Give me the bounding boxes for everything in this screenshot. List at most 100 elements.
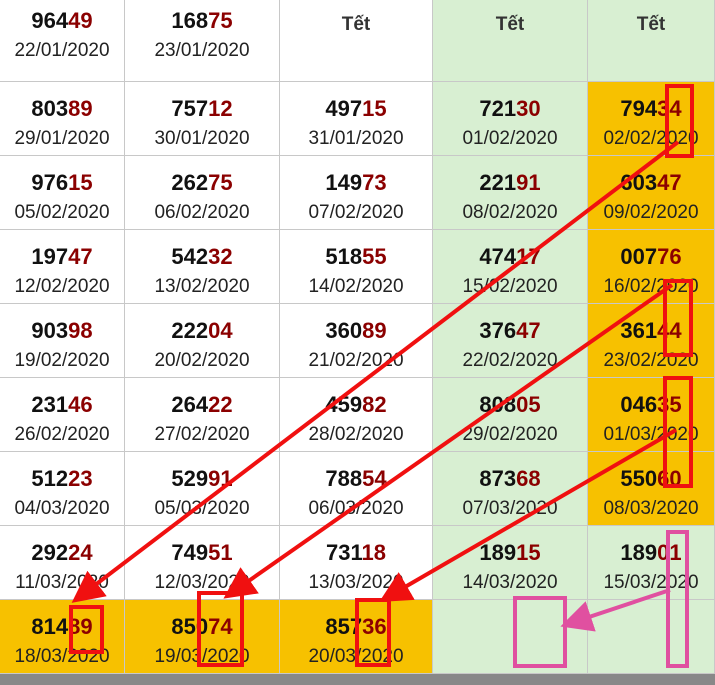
cell: 55060 08/03/2020 [588,452,715,526]
number-tail: 34 [657,96,682,121]
holiday-label: Tết [636,14,666,35]
number-head: 529 [171,466,209,491]
number-head: 168 [171,8,209,33]
number-tail: 46 [68,392,93,417]
result-number: 74951 [125,540,279,566]
number-tail: 75 [208,8,233,33]
result-number: 90398 [0,318,124,344]
result-date: 08/02/2020 [462,202,558,223]
number-tail: 30 [516,96,541,121]
result-number: 14973 [280,170,432,196]
cell: 00776 16/02/2020 [588,230,715,304]
result-number: 75712 [125,96,279,122]
cell: 78854 06/03/2020 [280,452,433,526]
number-head: 292 [31,540,69,565]
result-date: 31/01/2020 [308,128,404,149]
number-head: 803 [31,96,69,121]
number-head: 376 [479,318,517,343]
result-number: 51855 [280,244,432,270]
number-head: 814 [31,614,69,639]
result-number: 79434 [588,96,714,122]
result-date: 28/02/2020 [308,424,404,445]
number-head: 873 [479,466,517,491]
number-head: 189 [479,540,517,565]
result-number: 51223 [0,466,124,492]
result-date: 22/01/2020 [14,40,110,61]
number-head: 518 [325,244,363,269]
number-head: 550 [620,466,658,491]
number-head: 497 [325,96,363,121]
result-number: 72130 [433,96,587,122]
result-date: 19/02/2020 [14,350,110,371]
cell: 80389 29/01/2020 [0,82,125,156]
result-date: 15/02/2020 [462,276,558,297]
number-head: 361 [620,318,658,343]
number-tail: 55 [362,244,387,269]
number-tail: 04 [208,318,233,343]
cell: 51223 04/03/2020 [0,452,125,526]
result-date: 20/02/2020 [154,350,250,371]
result-date: 14/02/2020 [308,276,404,297]
result-date: 08/03/2020 [603,498,699,519]
pink-marks [513,530,689,668]
result-number: 19747 [0,244,124,270]
result-number: 29224 [0,540,124,566]
cell: 26275 06/02/2020 [125,156,280,230]
cell: 16875 23/01/2020 [125,0,280,82]
number-head: 262 [171,170,209,195]
number-head: 794 [620,96,658,121]
cell: 14973 07/02/2020 [280,156,433,230]
number-head: 749 [171,540,209,565]
cell: 18915 14/03/2020 [433,526,588,600]
cell: 72130 01/02/2020 [433,82,588,156]
number-tail: 91 [208,466,233,491]
cell: Tết [280,0,433,82]
number-tail: 15 [68,170,93,195]
number-tail: 24 [68,540,93,565]
result-number: 49715 [280,96,432,122]
number-head: 512 [31,466,69,491]
result-date: 06/03/2020 [308,498,404,519]
result-date: 01/02/2020 [462,128,558,149]
number-tail: 35 [657,392,682,417]
cell: 51855 14/02/2020 [280,230,433,304]
holiday-label: Tết [341,14,371,35]
result-date: 06/02/2020 [154,202,250,223]
number-head: 221 [479,170,517,195]
number-head: 222 [171,318,209,343]
cell: Tết [588,0,715,82]
result-number: 97615 [0,170,124,196]
number-head: 542 [171,244,209,269]
number-head: 149 [325,170,363,195]
number-head: 231 [31,392,69,417]
number-tail: 89 [68,96,93,121]
result-number: 87368 [433,466,587,492]
result-number: 36144 [588,318,714,344]
result-date: 13/02/2020 [154,276,250,297]
number-tail: 51 [208,540,233,565]
result-number: 37647 [433,318,587,344]
number-tail: 32 [208,244,233,269]
result-number: 00776 [588,244,714,270]
number-tail: 47 [516,318,541,343]
result-number: 80389 [0,96,124,122]
result-date: 15/03/2020 [603,572,699,593]
number-tail: 91 [516,170,541,195]
result-date: 05/03/2020 [154,498,250,519]
cell: 36089 21/02/2020 [280,304,433,378]
result-date: 12/02/2020 [14,276,110,297]
result-date: 27/02/2020 [154,424,250,445]
result-date: 30/01/2020 [154,128,250,149]
cell: 18901 15/03/2020 [588,526,715,600]
result-number: 54232 [125,244,279,270]
number-head: 197 [31,244,69,269]
result-number: 18915 [433,540,587,566]
number-tail: 18 [361,540,386,565]
number-tail: 05 [516,392,541,417]
number-tail: 75 [208,170,233,195]
result-number: 47417 [433,244,587,270]
cell: 22191 08/02/2020 [433,156,588,230]
number-head: 850 [171,614,209,639]
